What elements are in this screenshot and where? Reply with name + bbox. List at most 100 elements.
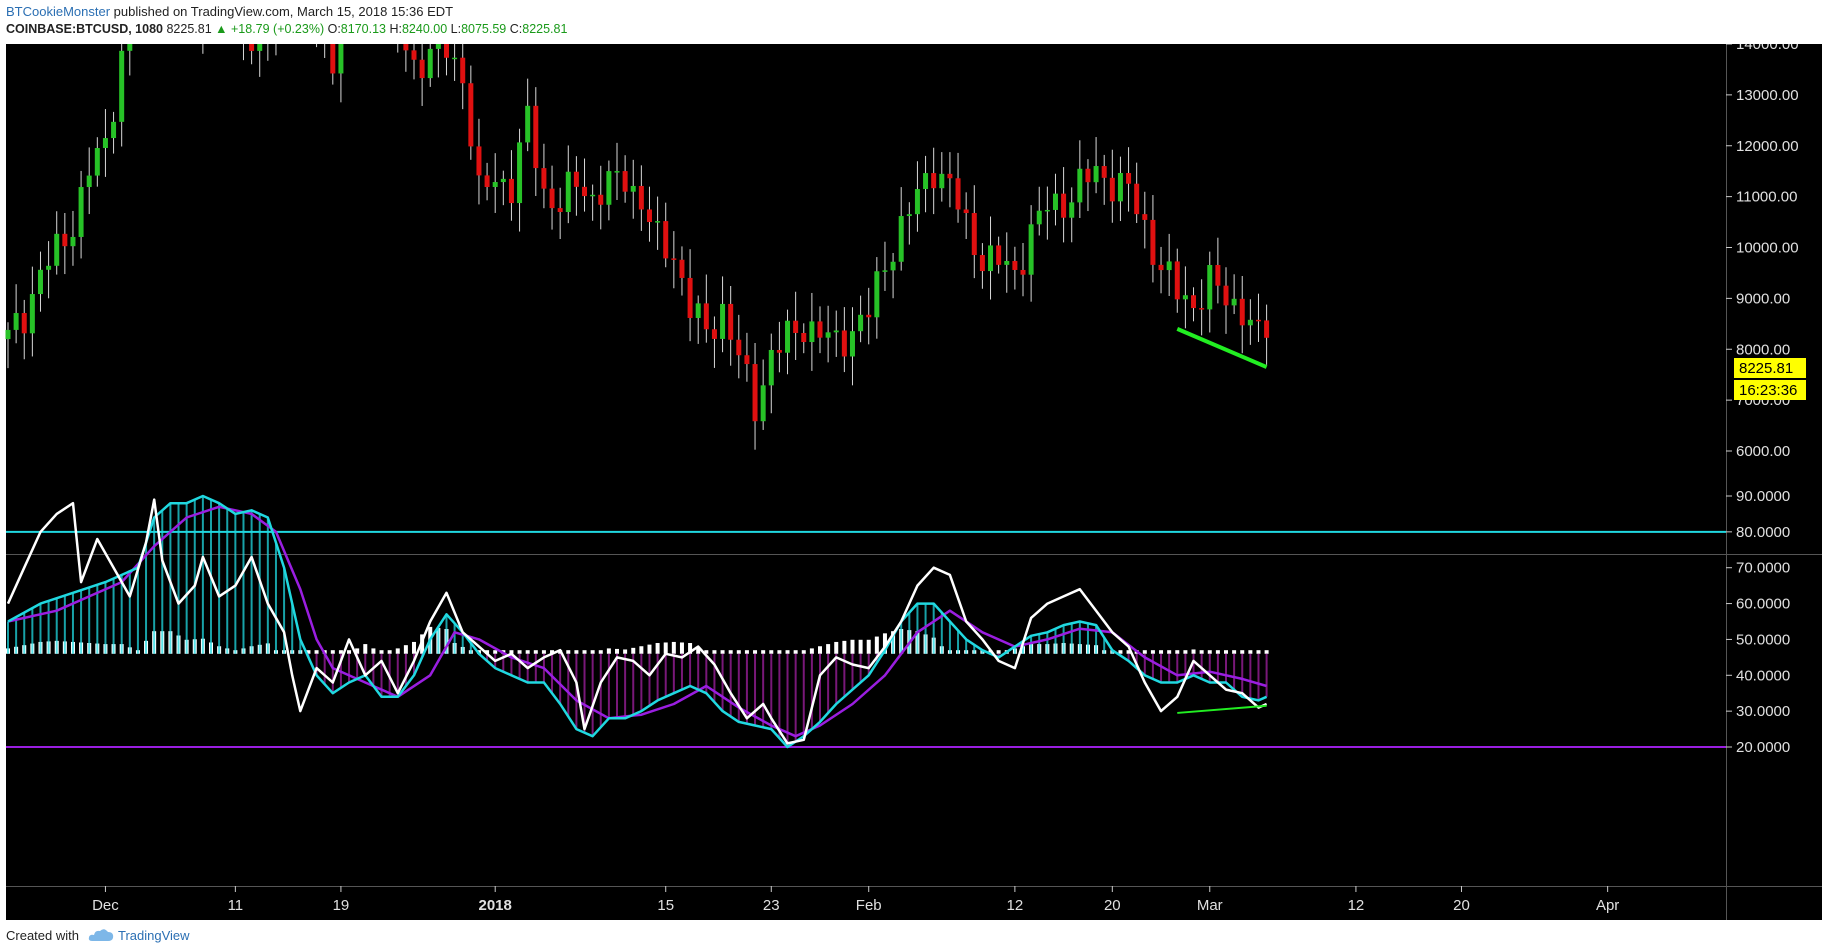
histogram-bar-colored: [981, 650, 984, 654]
time-tick-label: 19: [333, 897, 350, 914]
histogram-bar-colored: [794, 653, 797, 742]
histogram-bar-colored: [55, 598, 58, 654]
candle-down: [955, 178, 961, 210]
histogram-bar-colored: [1176, 653, 1179, 683]
candle-up: [1077, 168, 1083, 203]
histogram-bar-colored: [607, 653, 610, 719]
candle-up: [517, 142, 523, 204]
histogram-bar-colored: [632, 653, 635, 715]
candle-up: [890, 261, 896, 271]
histogram-bar-colored: [315, 653, 318, 676]
candle-up: [760, 385, 766, 422]
tradingview-brand-link[interactable]: TradingView: [118, 928, 190, 943]
histogram-bar-colored: [153, 517, 156, 654]
chart-area[interactable]: 14000.00 13000.00 12000.00 11000.00 10000.00…: [0, 44, 1822, 920]
candle-down: [549, 188, 555, 209]
oscillator-tick-label: 70.0000: [1736, 560, 1790, 577]
histogram-bar-white: [866, 639, 871, 654]
price-change: ▲ +18.79 (+0.23%): [215, 22, 325, 36]
candle-up: [94, 148, 100, 176]
candle-up: [78, 187, 84, 237]
candle-up: [13, 313, 19, 330]
histogram-bar-colored: [778, 653, 781, 739]
open-label: O:: [327, 22, 341, 36]
histogram-bar-colored: [1168, 653, 1171, 683]
symbol-label: COINBASE:BTCUSD, 1080: [6, 22, 163, 36]
candle-down: [1199, 308, 1205, 310]
candle-up: [825, 332, 831, 338]
footer: Created with TradingView: [0, 920, 1822, 951]
histogram-bar-white: [1248, 650, 1253, 654]
histogram-bar-white: [696, 647, 701, 654]
oscillator-divergence-line: [1177, 704, 1267, 714]
histogram-bar-colored: [1062, 625, 1065, 654]
time-tick-label: Apr: [1596, 897, 1619, 914]
candle-up: [54, 233, 60, 266]
histogram-bar-colored: [413, 653, 415, 676]
histogram-bar-colored: [201, 496, 204, 654]
author-link[interactable]: BTCookieMonster: [6, 4, 111, 19]
price-tick-label: 13000.00: [1736, 87, 1799, 104]
histogram-bar-colored: [1135, 653, 1138, 669]
price-tick-label: 14000.00: [1736, 44, 1799, 53]
oscillator-levels: [6, 530, 1726, 748]
candle-down: [541, 168, 547, 189]
candle-down: [1126, 173, 1132, 184]
histogram-bar-colored: [827, 653, 830, 713]
histogram-bar-colored: [348, 653, 351, 683]
histogram-bar-colored: [510, 653, 513, 676]
candle-down: [679, 259, 685, 278]
histogram-bar-colored: [169, 503, 172, 654]
histogram-bar-white: [1264, 650, 1269, 654]
histogram-bar-colored: [1054, 628, 1057, 654]
histogram-bar-white: [777, 650, 782, 654]
price-trendline: [1176, 327, 1268, 369]
histogram-bar-colored: [291, 603, 294, 654]
histogram-bar-white: [623, 649, 628, 654]
histogram-bar-colored: [762, 653, 765, 728]
histogram-bar-colored: [71, 592, 74, 654]
histogram-bar-colored: [624, 653, 627, 719]
time-axis-background: [6, 886, 1822, 920]
candle-up: [1028, 224, 1034, 275]
histogram-bar-colored: [1225, 653, 1227, 683]
high-label: H:: [389, 22, 402, 36]
candle-down: [711, 329, 717, 339]
high-value: 8240.00: [401, 22, 448, 36]
histogram-bar-white: [314, 650, 319, 654]
candle-up: [898, 216, 904, 262]
histogram-bar-colored: [23, 612, 26, 654]
histogram-bar-white: [525, 650, 530, 654]
candle-down: [484, 175, 490, 187]
close-value: 8225.81: [522, 22, 568, 36]
countdown-badge-text: 16:23:36: [1739, 382, 1797, 399]
histogram-bar-colored: [502, 653, 505, 672]
candle-up: [833, 330, 839, 333]
histogram-bar-colored: [96, 584, 99, 654]
histogram-bar-colored: [672, 653, 675, 694]
candle-up: [1036, 210, 1042, 225]
histogram-bar-white: [769, 650, 774, 654]
price-tick-label: 8000.00: [1736, 341, 1790, 358]
histogram-bar-colored: [7, 621, 9, 654]
candle-down: [736, 339, 742, 356]
histogram-bar-white: [493, 650, 498, 654]
histogram-bar-colored: [120, 574, 123, 654]
candle-up: [565, 171, 571, 213]
time-tick-label: Feb: [856, 897, 882, 914]
candle-up: [111, 121, 117, 139]
ohlc-legend: COINBASE:BTCUSD, 1080 8225.81 ▲ +18.79 (…: [6, 22, 567, 36]
candle-down: [752, 364, 758, 422]
histogram-bar-white: [1224, 650, 1228, 654]
candle-down: [1174, 261, 1180, 300]
histogram-bar-colored: [380, 653, 383, 697]
candle-down: [979, 255, 985, 272]
time-tick-label: 12: [1348, 897, 1365, 914]
histogram-bar-white: [1191, 649, 1196, 654]
histogram-bar-colored: [534, 653, 537, 683]
time-tick-label: 2018: [479, 897, 512, 914]
histogram-bar-colored: [136, 567, 139, 654]
price-tick-label: 6000.00: [1736, 443, 1790, 460]
oscillator-tick-label: 20.0000: [1736, 739, 1790, 756]
histogram-bar-colored: [1249, 653, 1252, 699]
